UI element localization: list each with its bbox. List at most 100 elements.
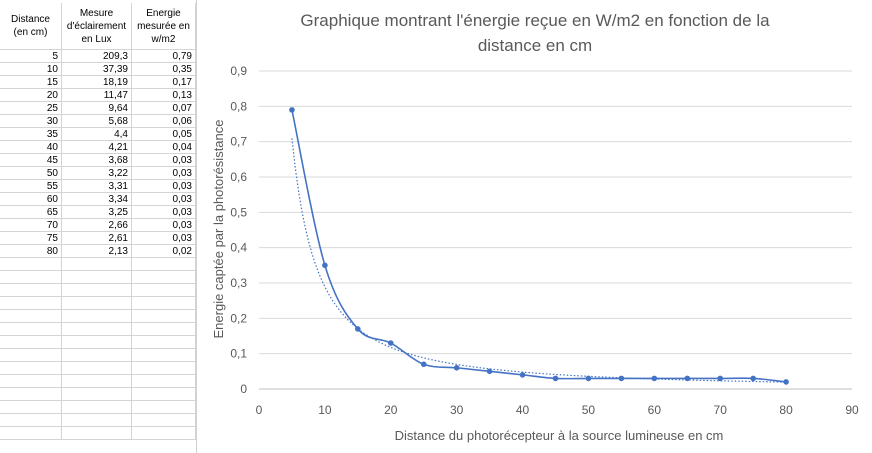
- chart-panel[interactable]: Graphique montrant l'énergie reçue en W/…: [196, 0, 872, 453]
- table-cell[interactable]: 37,39: [62, 63, 132, 76]
- data-point[interactable]: [783, 379, 789, 385]
- data-point[interactable]: [519, 372, 526, 378]
- empty-cell[interactable]: [62, 336, 132, 349]
- empty-cell[interactable]: [62, 284, 132, 297]
- table-cell[interactable]: 5,68: [62, 115, 132, 128]
- empty-cell[interactable]: [0, 258, 62, 271]
- empty-cell[interactable]: [132, 401, 196, 414]
- table-cell[interactable]: 20: [0, 89, 62, 102]
- data-point[interactable]: [289, 107, 295, 113]
- empty-cell[interactable]: [62, 414, 132, 427]
- empty-cell[interactable]: [132, 258, 196, 271]
- table-cell[interactable]: 0,02: [132, 245, 196, 258]
- empty-cell[interactable]: [0, 427, 62, 440]
- table-cell[interactable]: 0,03: [132, 206, 196, 219]
- empty-cell[interactable]: [0, 362, 62, 375]
- empty-cell[interactable]: [132, 310, 196, 323]
- empty-cell[interactable]: [132, 362, 196, 375]
- table-cell[interactable]: 3,31: [62, 180, 132, 193]
- table-cell[interactable]: 2,13: [62, 245, 132, 258]
- empty-cell[interactable]: [62, 427, 132, 440]
- table-cell[interactable]: 11,47: [62, 89, 132, 102]
- column-header[interactable]: Distance (en cm): [0, 3, 62, 50]
- data-point[interactable]: [453, 365, 460, 371]
- empty-cell[interactable]: [62, 388, 132, 401]
- empty-cell[interactable]: [132, 271, 196, 284]
- empty-cell[interactable]: [0, 401, 62, 414]
- empty-cell[interactable]: [62, 362, 132, 375]
- table-cell[interactable]: 4,21: [62, 141, 132, 154]
- table-cell[interactable]: 60: [0, 193, 62, 206]
- table-cell[interactable]: 50: [0, 167, 62, 180]
- empty-cell[interactable]: [62, 349, 132, 362]
- table-cell[interactable]: 3,25: [62, 206, 132, 219]
- table-cell[interactable]: 0,17: [132, 76, 196, 89]
- table-cell[interactable]: 3,22: [62, 167, 132, 180]
- data-point[interactable]: [684, 375, 691, 382]
- empty-cell[interactable]: [62, 323, 132, 336]
- table-cell[interactable]: 55: [0, 180, 62, 193]
- data-point[interactable]: [585, 375, 592, 382]
- empty-cell[interactable]: [0, 284, 62, 297]
- empty-cell[interactable]: [62, 401, 132, 414]
- table-cell[interactable]: 3,34: [62, 193, 132, 206]
- table-cell[interactable]: 5: [0, 50, 62, 63]
- data-point[interactable]: [618, 375, 625, 382]
- empty-cell[interactable]: [132, 284, 196, 297]
- data-point[interactable]: [651, 375, 658, 382]
- empty-cell[interactable]: [0, 349, 62, 362]
- empty-cell[interactable]: [62, 375, 132, 388]
- empty-cell[interactable]: [132, 427, 196, 440]
- table-cell[interactable]: 0,07: [132, 102, 196, 115]
- table-cell[interactable]: 0,03: [132, 180, 196, 193]
- empty-cell[interactable]: [132, 336, 196, 349]
- empty-cell[interactable]: [0, 297, 62, 310]
- table-cell[interactable]: 0,03: [132, 219, 196, 232]
- table-cell[interactable]: 35: [0, 128, 62, 141]
- empty-cell[interactable]: [62, 310, 132, 323]
- table-cell[interactable]: 40: [0, 141, 62, 154]
- empty-cell[interactable]: [0, 336, 62, 349]
- table-cell[interactable]: 2,61: [62, 232, 132, 245]
- table-cell[interactable]: 0,03: [132, 232, 196, 245]
- table-cell[interactable]: 209,3: [62, 50, 132, 63]
- table-cell[interactable]: 65: [0, 206, 62, 219]
- empty-cell[interactable]: [132, 323, 196, 336]
- table-cell[interactable]: 0,35: [132, 63, 196, 76]
- table-cell[interactable]: 0,03: [132, 193, 196, 206]
- table-cell[interactable]: 9,64: [62, 102, 132, 115]
- data-point[interactable]: [322, 262, 328, 269]
- table-cell[interactable]: 0,79: [132, 50, 196, 63]
- series-line[interactable]: [291, 109, 787, 383]
- table-cell[interactable]: 4,4: [62, 128, 132, 141]
- empty-cell[interactable]: [132, 349, 196, 362]
- empty-cell[interactable]: [0, 310, 62, 323]
- table-cell[interactable]: 0,13: [132, 89, 196, 102]
- data-point[interactable]: [420, 361, 427, 368]
- table-cell[interactable]: 3,68: [62, 154, 132, 167]
- data-point[interactable]: [355, 326, 361, 332]
- table-cell[interactable]: 2,66: [62, 219, 132, 232]
- table-cell[interactable]: 45: [0, 154, 62, 167]
- table-cell[interactable]: 10: [0, 63, 62, 76]
- table-cell[interactable]: 15: [0, 76, 62, 89]
- table-cell[interactable]: 80: [0, 245, 62, 258]
- column-header[interactable]: Mesure d'éclairement en Lux: [62, 3, 132, 50]
- data-point[interactable]: [486, 368, 493, 375]
- table-cell[interactable]: 0,04: [132, 141, 196, 154]
- data-point[interactable]: [717, 375, 724, 382]
- table-cell[interactable]: 18,19: [62, 76, 132, 89]
- empty-cell[interactable]: [132, 297, 196, 310]
- data-point[interactable]: [750, 375, 756, 382]
- table-cell[interactable]: 0,03: [132, 154, 196, 167]
- empty-cell[interactable]: [62, 271, 132, 284]
- data-point[interactable]: [387, 340, 394, 346]
- column-header[interactable]: Energie mesurée en w/m2: [132, 3, 196, 50]
- empty-cell[interactable]: [0, 323, 62, 336]
- empty-cell[interactable]: [0, 388, 62, 401]
- empty-cell[interactable]: [132, 414, 196, 427]
- table-cell[interactable]: 0,03: [132, 167, 196, 180]
- table-cell[interactable]: 30: [0, 115, 62, 128]
- table-cell[interactable]: 0,06: [132, 115, 196, 128]
- empty-cell[interactable]: [132, 375, 196, 388]
